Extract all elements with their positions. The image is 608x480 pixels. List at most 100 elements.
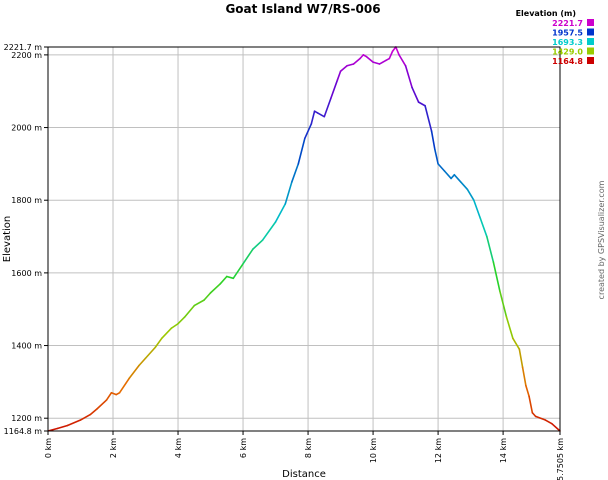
elevation-segment [330, 79, 339, 100]
elevation-segment [492, 261, 501, 292]
y-tick-label: 1800 m [11, 196, 42, 205]
y-tick-label: 2000 m [11, 124, 42, 133]
elevation-segment [310, 110, 316, 125]
elevation-segment [128, 364, 140, 380]
x-axis-title: Distance [282, 469, 326, 480]
elevation-segment [404, 64, 413, 89]
elevation-segment [512, 337, 521, 350]
elevation-segment [193, 299, 205, 307]
elevation-segment [105, 391, 113, 401]
elevation-segment [473, 199, 482, 220]
elevation-segment [346, 63, 355, 67]
legend-swatch [587, 38, 594, 45]
elevation-segment [521, 366, 527, 387]
y-tick-label: 2221.7 m [4, 43, 43, 52]
elevation-segment [242, 248, 254, 265]
elevation-segment [274, 203, 287, 223]
elevation-segment [183, 304, 196, 319]
elevation-segment [388, 50, 394, 60]
legend-value: 1693.3 [552, 38, 583, 47]
y-tick-label: 2200 m [11, 51, 42, 60]
elevation-segment [251, 239, 264, 251]
elevation-segment [466, 188, 475, 202]
elevation-segment [365, 55, 374, 63]
x-axis-ticks: 0 km 2 km 4 km 6 km 8 km 10 km 12 km 14 km 15.75… [44, 431, 565, 480]
elevation-segment [304, 123, 313, 140]
elevation-segment [79, 413, 92, 421]
legend-value: 1957.5 [552, 29, 583, 38]
elevation-segment [534, 415, 547, 421]
credit-text: created by GPSVisualizer.com [597, 180, 606, 299]
elevation-segment [154, 337, 163, 349]
elevation-segment [525, 384, 530, 398]
elevation-segment [219, 275, 228, 285]
y-tick-label: 1600 m [11, 269, 42, 278]
elevation-segment [372, 61, 381, 65]
x-tick-label: 14 km [499, 438, 508, 463]
elevation-segment [430, 130, 436, 151]
legend-swatch [587, 57, 594, 64]
x-tick-label: 15.7505 km [556, 438, 565, 480]
legend-value: 1429.0 [552, 48, 583, 57]
grid [47, 46, 561, 432]
legend-value: 1164.8 [552, 57, 583, 66]
elevation-segment [531, 411, 537, 418]
x-tick-label: 0 km [44, 438, 53, 458]
elevation-segment [297, 137, 306, 165]
elevation-segment [225, 275, 235, 280]
legend: Elevation (m) 2221.71957.51693.31429.011… [516, 9, 594, 66]
x-tick-label: 4 km [174, 438, 183, 458]
elevation-segment [56, 424, 69, 430]
elevation-segment [66, 419, 82, 427]
legend-swatch [587, 28, 594, 36]
elevation-segment [411, 86, 420, 103]
elevation-segment [261, 221, 277, 241]
plot-frame [47, 46, 561, 432]
elevation-segment [138, 357, 147, 367]
elevation-segment [118, 377, 131, 394]
elevation-segment [417, 101, 426, 107]
elevation-segment [424, 104, 433, 132]
chart-title: Goat Island W7/RS-006 [225, 2, 380, 16]
y-axis-ticks: 1164.8 m 1200 m 1400 m 1600 m 1800 m 2000 m 22… [4, 43, 48, 436]
y-tick-label: 1400 m [11, 342, 42, 351]
elevation-segment [177, 316, 186, 325]
y-axis-title: Elevation [2, 216, 13, 262]
x-tick-label: 2 km [109, 438, 118, 458]
elevation-segment [110, 391, 118, 396]
elevation-line [47, 46, 561, 432]
elevation-segment [518, 348, 524, 369]
elevation-segment [317, 112, 326, 118]
elevation-segment [434, 148, 439, 165]
elevation-segment [479, 217, 488, 238]
elevation-segment [232, 262, 244, 280]
elevation-segment [209, 282, 222, 294]
elevation-segment [551, 422, 561, 432]
elevation-segment [170, 322, 179, 329]
x-tick-label: 10 km [369, 438, 378, 463]
elevation-segment [460, 181, 469, 191]
elevation-segment [443, 170, 452, 180]
y-tick-label: 1200 m [11, 414, 42, 423]
x-tick-label: 6 km [239, 438, 248, 458]
elevation-segment [499, 290, 508, 318]
elevation-segment [203, 292, 212, 301]
elevation-segment [291, 163, 300, 183]
elevation-segment [160, 327, 173, 340]
elevation-segment [544, 419, 553, 425]
elevation-segment [352, 57, 361, 65]
y-tick-label: 1164.8 m [4, 427, 43, 436]
elevation-segment [323, 97, 332, 118]
elevation-segment [453, 173, 462, 183]
legend-swatch [587, 19, 594, 26]
x-tick-label: 12 km [434, 438, 443, 463]
elevation-segment [505, 315, 514, 340]
elevation-segment [378, 59, 387, 65]
elevation-segment [528, 395, 534, 414]
elevation-segment [284, 181, 293, 205]
legend-title: Elevation (m) [516, 9, 576, 18]
elevation-segment [336, 70, 342, 82]
x-tick-label: 8 km [304, 438, 313, 458]
